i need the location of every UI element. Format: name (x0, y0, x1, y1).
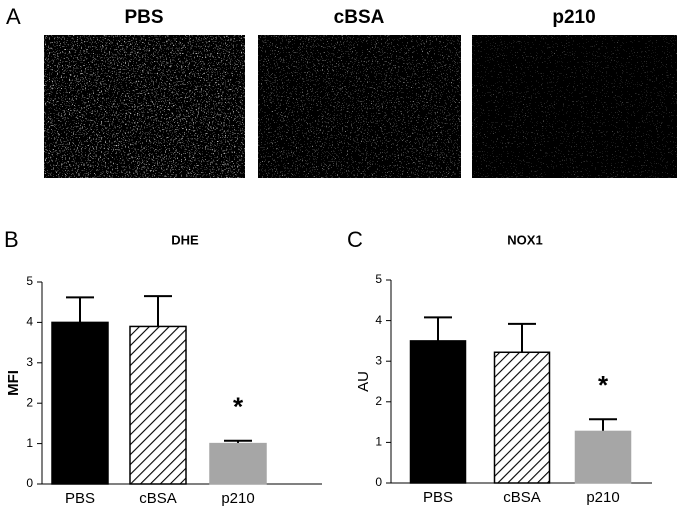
micrograph (472, 35, 677, 178)
y-tick-label: 5 (26, 274, 33, 288)
panel-letter: A (6, 4, 21, 29)
x-tick-label: cBSA (139, 490, 177, 507)
x-tick-label: cBSA (503, 489, 541, 506)
annotation: * (598, 370, 609, 400)
x-tick-label: PBS (423, 489, 453, 506)
image-label: PBS (124, 7, 163, 28)
y-tick-label: 3 (26, 355, 33, 369)
bar (51, 321, 109, 485)
y-tick-label: 1 (375, 435, 382, 449)
y-tick-label: 1 (26, 436, 33, 450)
micrograph (44, 35, 245, 178)
y-tick-label: 5 (375, 272, 382, 286)
y-tick-label: 4 (26, 315, 33, 329)
x-tick-label: p210 (586, 489, 619, 506)
micrograph (258, 35, 461, 178)
y-tick-label: 4 (375, 313, 382, 327)
panel-letter: B (4, 227, 19, 252)
chart-title: DHE (171, 232, 199, 247)
y-tick-label: 2 (375, 394, 382, 408)
y-axis-label: AU (355, 371, 372, 392)
y-axis-label: MFI (5, 370, 22, 396)
y-tick-label: 2 (26, 395, 33, 409)
bar (209, 442, 267, 485)
bar (129, 325, 187, 485)
panel-letter: C (347, 227, 363, 252)
image-label: cBSA (334, 7, 385, 28)
y-tick-label: 3 (375, 353, 382, 367)
bar (409, 340, 467, 484)
image-label: p210 (552, 7, 595, 28)
y-tick-label: 0 (26, 476, 33, 490)
annotation: * (233, 392, 244, 422)
bar (574, 430, 632, 484)
bar (493, 351, 551, 484)
x-tick-label: p210 (221, 490, 254, 507)
y-tick-label: 0 (375, 475, 382, 489)
x-tick-label: PBS (65, 490, 95, 507)
chart-title: NOX1 (507, 232, 542, 247)
